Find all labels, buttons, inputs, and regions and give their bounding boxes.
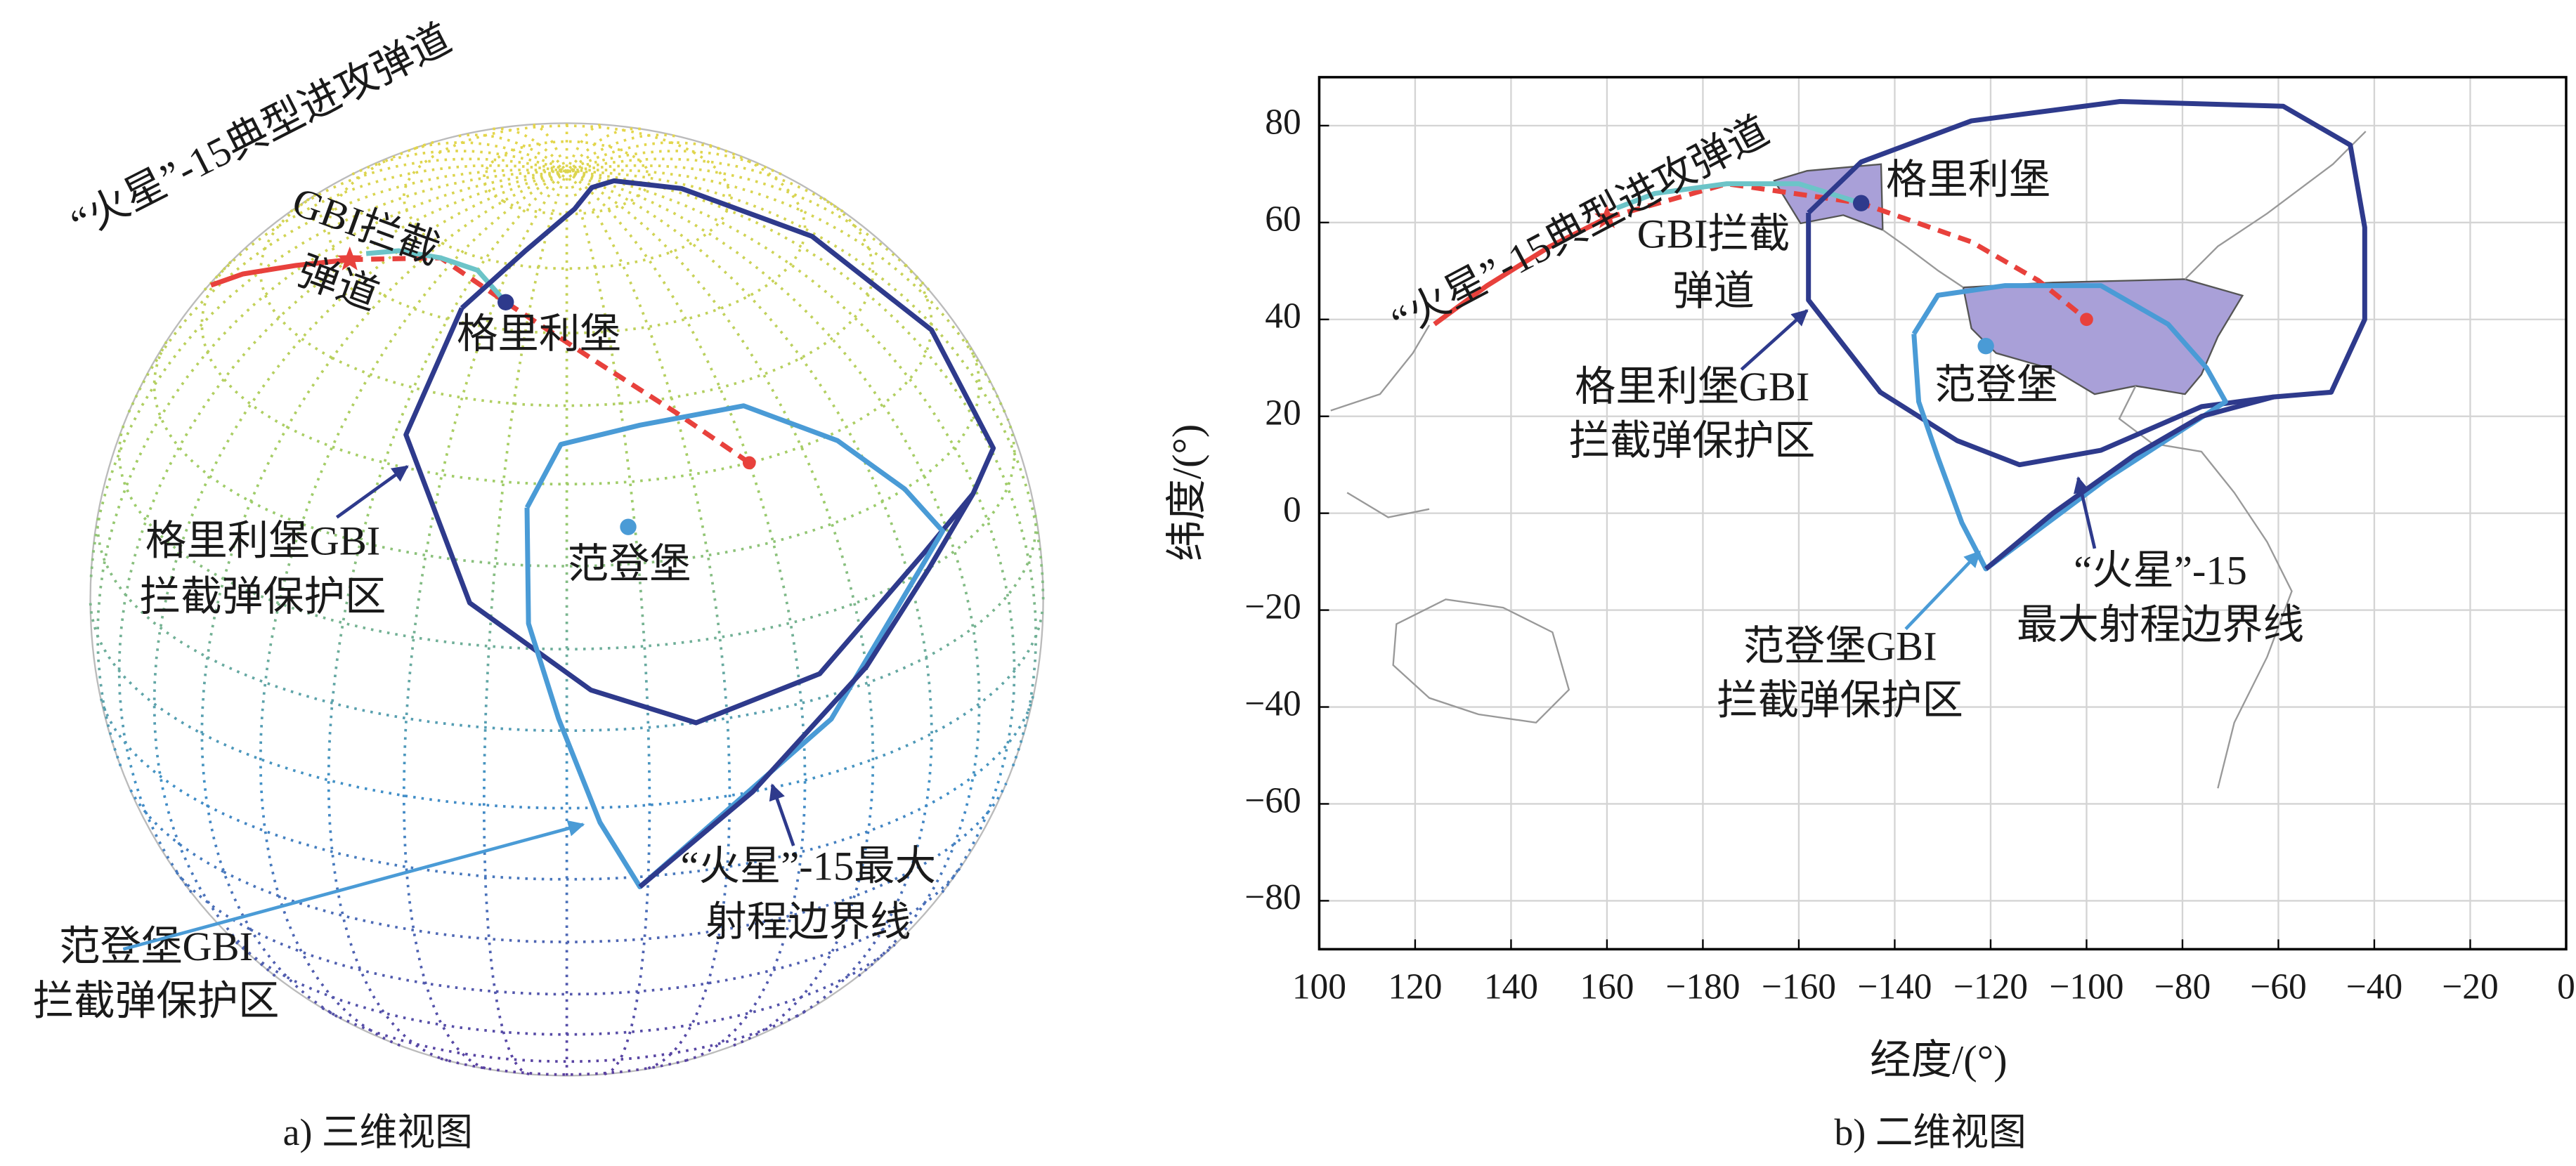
trajectory-line	[1984, 394, 2275, 571]
y-tick-label: 80	[1265, 103, 1301, 143]
x-tick-label: −80	[2154, 967, 2211, 1007]
y-tick-label: −60	[1244, 780, 1301, 820]
annotation: 拦截弹保护区	[140, 574, 386, 620]
x-tick-label: −120	[1953, 967, 2028, 1007]
coastline	[1330, 325, 1570, 723]
globe-panel	[89, 122, 1045, 1077]
trajectory-line	[524, 403, 946, 890]
x-tick-label: −100	[2049, 967, 2123, 1007]
annotation: 范登堡GBI	[1743, 623, 1937, 669]
annotation: “火星”-15最大	[681, 844, 937, 889]
annotation: 格里利堡GBI	[145, 518, 380, 564]
arrow	[769, 783, 795, 846]
arrow	[122, 820, 585, 951]
annotation: 拦截弹保护区	[1717, 677, 1963, 723]
arrow	[1740, 309, 1809, 371]
annotation: “火星”-15	[2074, 548, 2247, 594]
annotation: 格里利堡GBI	[1575, 364, 1809, 410]
y-tick-label: −20	[1244, 587, 1301, 627]
x-tick-label: −40	[2346, 967, 2402, 1007]
grid	[1318, 77, 2568, 950]
trajectory-line	[365, 248, 508, 304]
plot-frame	[1318, 76, 2568, 951]
y-axis-label: 纬度/(°)	[1164, 424, 1209, 561]
trajectory-line	[1911, 283, 2228, 572]
annotation: 格里利堡	[457, 311, 621, 357]
x-tick-label: −160	[1762, 967, 1836, 1007]
x-tick-label: 160	[1580, 967, 1634, 1007]
annotation: 射程边界线	[705, 899, 911, 945]
map-panel: 100 120 140 160 −180 −160 −140 −120 −100 −80 −60 −4…	[1244, 76, 2575, 1007]
target-marker	[2080, 313, 2093, 327]
y-tick-label: 0	[1283, 490, 1301, 530]
x-tick-label: 0	[2557, 967, 2575, 1007]
site-marker	[1852, 195, 1870, 211]
annotation: 弹道	[1672, 268, 1755, 314]
annotation: 范登堡	[1934, 362, 2057, 408]
trajectory-line	[1806, 98, 2367, 468]
caption: b) 二维视图	[1835, 1111, 2027, 1153]
annotation: 格里利堡	[1886, 157, 2050, 202]
annotation: 最大射程边界线	[2017, 602, 2304, 648]
annotation: GBI拦截	[1637, 211, 1790, 256]
site-marker	[620, 518, 637, 535]
x-tick-label: 100	[1292, 967, 1346, 1007]
y-tick-label: −80	[1244, 877, 1301, 917]
y-tick-label: 20	[1265, 393, 1301, 433]
x-tick-label: −140	[1857, 967, 1932, 1007]
y-tick-label: 40	[1265, 296, 1301, 336]
trajectory-line	[638, 492, 975, 889]
arrow	[335, 465, 409, 519]
x-tick-label: 120	[1388, 967, 1442, 1007]
y-tick-label: −40	[1244, 683, 1301, 723]
coastline	[1882, 131, 2367, 789]
caption: a) 三维视图	[283, 1111, 473, 1153]
y-tick-label: 60	[1265, 199, 1301, 240]
x-tick-label: −180	[1665, 967, 1740, 1007]
trajectory-line	[403, 178, 996, 726]
arrow	[2073, 476, 2097, 549]
annotation: 拦截弹保护区	[1569, 418, 1816, 464]
x-tick-label: −20	[2442, 967, 2498, 1007]
trajectory-line	[210, 257, 351, 288]
target-marker	[742, 456, 756, 470]
annotation: 范登堡	[568, 541, 691, 587]
site-marker	[1977, 337, 1994, 355]
annotation: 拦截弹保护区	[33, 978, 280, 1023]
annotation: 范登堡GBI	[59, 924, 253, 969]
site-marker	[497, 294, 514, 310]
x-tick-label: 140	[1484, 967, 1538, 1007]
x-tick-label: −60	[2250, 967, 2306, 1007]
x-axis-label: 经度/(°)	[1870, 1037, 2007, 1082]
arrow	[1904, 550, 1981, 631]
trajectory-line	[1615, 181, 1862, 211]
graticule	[89, 123, 1045, 1076]
trajectory-line	[349, 255, 751, 465]
trajectory-line	[1433, 215, 1608, 327]
